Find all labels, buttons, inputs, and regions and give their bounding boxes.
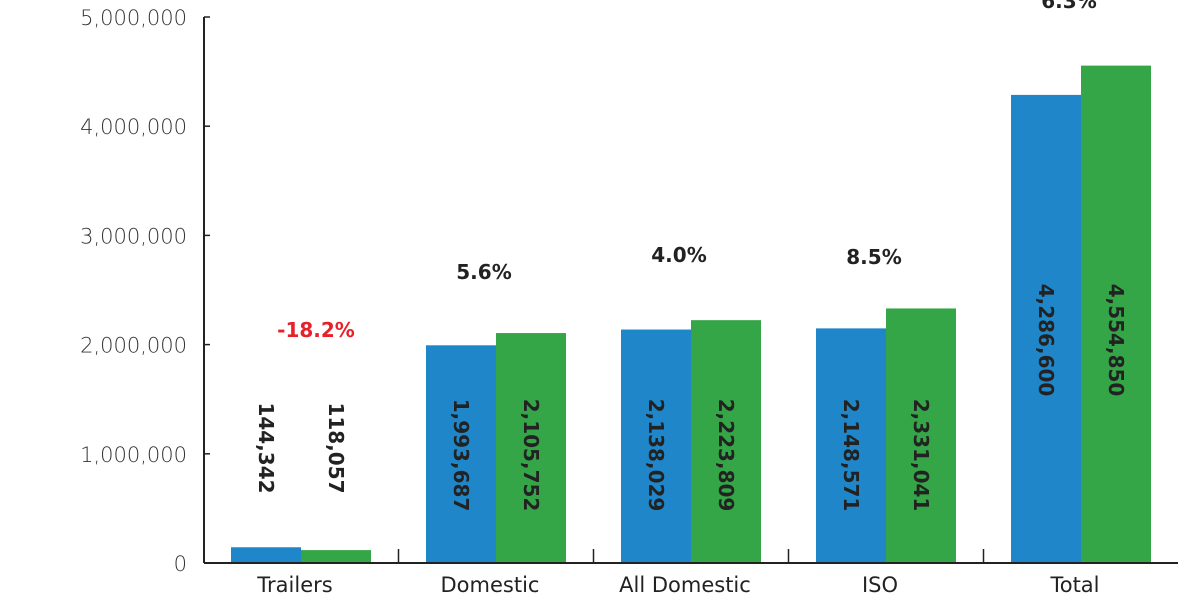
x-tick-label: Trailers: [256, 573, 332, 597]
bar-previous: [231, 547, 301, 563]
value-label: 4,554,850: [1104, 284, 1128, 397]
y-tick-label: 0: [174, 552, 187, 576]
y-tick-label: 5,000,000: [80, 6, 187, 30]
y-tick-label: 1,000,000: [80, 443, 187, 467]
value-label: 2,331,041: [909, 399, 933, 512]
value-label: 2,105,752: [519, 399, 543, 512]
bar-current: [1081, 65, 1151, 563]
value-label: 1,993,687: [449, 399, 473, 512]
y-tick-label: 2,000,000: [80, 334, 187, 358]
change-label: 4.0%: [651, 243, 706, 267]
change-label: 8.5%: [846, 245, 901, 269]
x-tick-label: Domestic: [441, 573, 540, 597]
value-label: 2,148,571: [839, 399, 863, 512]
change-label: -18.2%: [277, 318, 355, 342]
value-label: 144,342: [254, 402, 278, 493]
bar-current: [691, 320, 761, 563]
x-tick-label: Total: [1049, 573, 1099, 597]
y-tick-label: 4,000,000: [80, 115, 187, 139]
bar-current: [886, 308, 956, 563]
value-label: 2,223,809: [714, 399, 738, 512]
change-label: 5.6%: [456, 260, 511, 284]
value-label: 118,057: [324, 402, 348, 493]
change-label: 6.3%: [1041, 0, 1096, 13]
x-tick-label: All Domestic: [619, 573, 751, 597]
y-tick-label: 3,000,000: [80, 224, 187, 248]
value-label: 4,286,600: [1034, 284, 1058, 397]
bar-current: [496, 333, 566, 563]
value-label: 2,138,029: [644, 399, 668, 512]
bar-previous: [426, 345, 496, 563]
bar-current: [301, 550, 371, 563]
bar-previous: [816, 328, 886, 563]
x-tick-label: ISO: [862, 573, 898, 597]
bar-previous: [621, 329, 691, 563]
bar-previous: [1011, 94, 1081, 563]
